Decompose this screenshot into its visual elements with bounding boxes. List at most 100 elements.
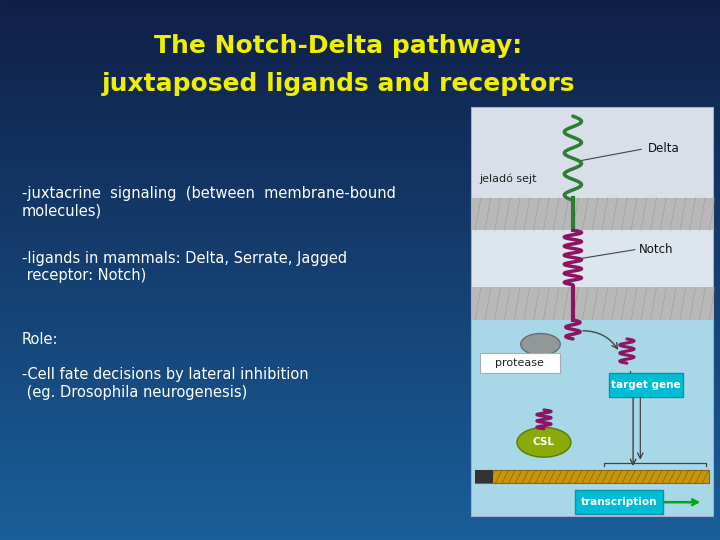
Bar [0, 305, 720, 308]
Bar [0, 240, 720, 243]
Bar [475, 470, 709, 483]
Bar [0, 146, 720, 148]
FancyBboxPatch shape [608, 373, 683, 397]
Bar [0, 289, 720, 292]
Text: Role:: Role: [22, 332, 58, 347]
Bar [0, 405, 720, 408]
Bar [0, 62, 720, 65]
Bar [0, 30, 720, 32]
Bar [0, 70, 720, 73]
Bar [0, 459, 720, 462]
Bar [0, 397, 720, 400]
Bar [472, 108, 713, 198]
Bar [0, 516, 720, 518]
Bar [0, 286, 720, 289]
Bar [0, 170, 720, 173]
Bar [0, 359, 720, 362]
Bar [0, 418, 720, 421]
Bar [0, 494, 720, 497]
Bar [0, 378, 720, 381]
Text: juxtaposed ligands and receptors: juxtaposed ligands and receptors [102, 72, 575, 96]
Bar [0, 176, 720, 178]
Bar [0, 413, 720, 416]
Bar [0, 35, 720, 38]
Bar [0, 510, 720, 513]
Bar [0, 456, 720, 459]
Bar [0, 535, 720, 537]
Bar [0, 100, 720, 103]
Bar [0, 338, 720, 340]
Bar [0, 521, 720, 524]
Bar [0, 108, 720, 111]
Bar [0, 526, 720, 529]
Bar [0, 184, 720, 186]
Bar [0, 103, 720, 105]
Bar [0, 238, 720, 240]
Text: -juxtacrine  signaling  (between  membrane-bound
molecules): -juxtacrine signaling (between membrane-… [22, 186, 395, 219]
Bar [0, 32, 720, 35]
Bar [0, 383, 720, 386]
Bar [0, 243, 720, 246]
Bar [0, 524, 720, 526]
Bar [0, 486, 720, 489]
Bar [0, 364, 720, 367]
Bar [0, 462, 720, 464]
Text: CSL: CSL [533, 437, 555, 447]
Bar [0, 227, 720, 229]
Bar [0, 132, 720, 135]
Bar [0, 94, 720, 97]
Bar [0, 513, 720, 516]
Bar [0, 310, 720, 313]
Bar [0, 116, 720, 119]
Bar [0, 367, 720, 370]
Bar [0, 205, 720, 208]
Bar [0, 421, 720, 424]
Bar [0, 167, 720, 170]
Bar [0, 448, 720, 451]
Bar [0, 321, 720, 324]
Text: Delta: Delta [648, 142, 680, 156]
Bar [0, 248, 720, 251]
Bar [0, 54, 720, 57]
Bar [0, 475, 720, 478]
Bar [0, 354, 720, 356]
Bar [0, 159, 720, 162]
Bar [0, 221, 720, 224]
Bar [0, 443, 720, 445]
Bar [0, 284, 720, 286]
Bar [0, 429, 720, 432]
Bar [0, 165, 720, 167]
Bar [0, 27, 720, 30]
Bar [0, 464, 720, 467]
Bar [0, 454, 720, 456]
Bar [0, 281, 720, 284]
Bar [0, 59, 720, 62]
Bar [0, 178, 720, 181]
Bar [475, 470, 493, 483]
Bar [0, 51, 720, 54]
Bar [0, 38, 720, 40]
Bar [0, 275, 720, 278]
Bar [0, 278, 720, 281]
Bar [0, 470, 720, 472]
Bar [0, 340, 720, 343]
Bar [0, 332, 720, 335]
Bar [0, 11, 720, 14]
Text: -Cell fate decisions by lateral inhibition
 (eg. Drosophila neurogenesis): -Cell fate decisions by lateral inhibiti… [22, 367, 308, 400]
Bar [0, 481, 720, 483]
Bar [0, 300, 720, 302]
Bar [0, 213, 720, 216]
Bar [0, 373, 720, 375]
Bar [0, 138, 720, 140]
Bar [0, 73, 720, 76]
Bar [0, 86, 720, 89]
Bar [0, 127, 720, 130]
Bar [472, 230, 713, 287]
Bar [0, 346, 720, 348]
Bar [472, 198, 713, 230]
Bar [0, 46, 720, 49]
Bar [0, 194, 720, 197]
Bar [0, 224, 720, 227]
Bar [0, 124, 720, 127]
Text: transcription: transcription [581, 497, 657, 507]
